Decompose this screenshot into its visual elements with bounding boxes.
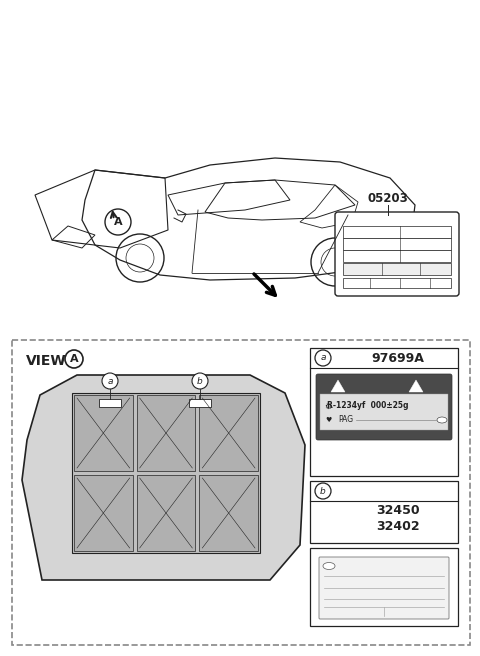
FancyBboxPatch shape bbox=[335, 212, 459, 296]
Text: 32402: 32402 bbox=[376, 520, 420, 533]
Bar bbox=[343, 226, 451, 238]
Bar bbox=[310, 548, 458, 626]
Polygon shape bbox=[409, 380, 423, 392]
Bar bbox=[137, 395, 195, 471]
Text: b: b bbox=[197, 377, 203, 386]
Bar bbox=[199, 395, 258, 471]
Bar bbox=[74, 395, 132, 471]
Text: A: A bbox=[70, 354, 78, 364]
Circle shape bbox=[102, 373, 118, 389]
Bar bbox=[343, 238, 451, 250]
Text: PAG: PAG bbox=[338, 415, 353, 424]
Text: a: a bbox=[107, 377, 113, 386]
Text: A: A bbox=[114, 217, 122, 227]
Bar bbox=[310, 481, 458, 543]
Ellipse shape bbox=[323, 562, 335, 569]
Text: R-1234yf  000±25g: R-1234yf 000±25g bbox=[327, 401, 409, 411]
Bar bbox=[72, 393, 260, 553]
Polygon shape bbox=[22, 375, 305, 580]
Bar bbox=[137, 475, 195, 551]
Text: a: a bbox=[320, 354, 326, 363]
Text: 32450: 32450 bbox=[376, 504, 420, 518]
Text: ⚙: ⚙ bbox=[324, 401, 332, 411]
Bar bbox=[74, 475, 132, 551]
Polygon shape bbox=[331, 380, 345, 392]
Text: b: b bbox=[320, 487, 326, 495]
Text: ♥: ♥ bbox=[325, 417, 331, 423]
Bar bbox=[343, 250, 451, 262]
Bar bbox=[343, 263, 451, 275]
Circle shape bbox=[315, 483, 331, 499]
Text: 97699A: 97699A bbox=[372, 352, 424, 365]
Text: VIEW: VIEW bbox=[26, 354, 67, 368]
Bar bbox=[310, 348, 458, 476]
Bar bbox=[99, 399, 121, 407]
Circle shape bbox=[315, 350, 331, 366]
Bar bbox=[343, 278, 451, 288]
FancyBboxPatch shape bbox=[319, 557, 449, 619]
Text: 05203: 05203 bbox=[368, 192, 408, 205]
Bar bbox=[320, 394, 448, 430]
Circle shape bbox=[192, 373, 208, 389]
FancyBboxPatch shape bbox=[316, 374, 452, 440]
Bar bbox=[189, 399, 211, 407]
Bar bbox=[199, 475, 258, 551]
FancyBboxPatch shape bbox=[12, 340, 470, 645]
Ellipse shape bbox=[437, 417, 447, 423]
